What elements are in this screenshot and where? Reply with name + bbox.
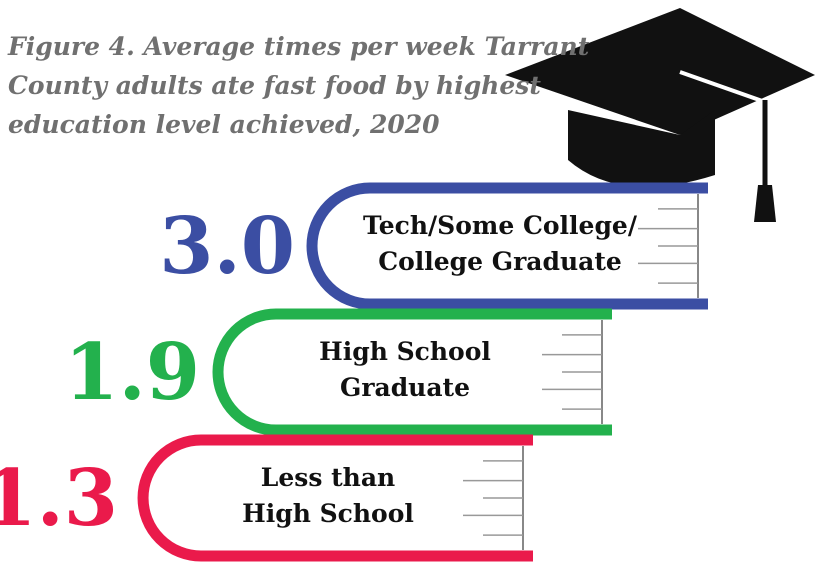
chart-title: County adults ate fast food by highest bbox=[8, 71, 541, 100]
category-label: Tech/Some College/ bbox=[363, 211, 638, 240]
book: Tech/Some College/College Graduate 3.0 bbox=[159, 182, 708, 310]
book: High School Graduate 1.9 bbox=[64, 308, 612, 436]
value-label: 1.3 bbox=[0, 453, 118, 544]
chart-title: Figure 4. Average times per week Tarrant bbox=[7, 32, 590, 61]
book-cover bbox=[137, 434, 533, 562]
graduation-cap bbox=[505, 8, 815, 222]
value-label: 1.9 bbox=[64, 327, 200, 418]
category-label: Graduate bbox=[340, 373, 470, 402]
category-label: College Graduate bbox=[378, 247, 622, 276]
value-label: 3.0 bbox=[159, 201, 295, 292]
chart-title: education level achieved, 2020 bbox=[8, 110, 440, 139]
book-cover bbox=[306, 182, 708, 310]
book: Less than High School 1.3 bbox=[0, 434, 533, 562]
category-label: High School bbox=[319, 337, 491, 366]
category-label: Less than bbox=[261, 463, 395, 492]
category-label: High School bbox=[242, 499, 414, 528]
book-cover bbox=[212, 308, 612, 436]
